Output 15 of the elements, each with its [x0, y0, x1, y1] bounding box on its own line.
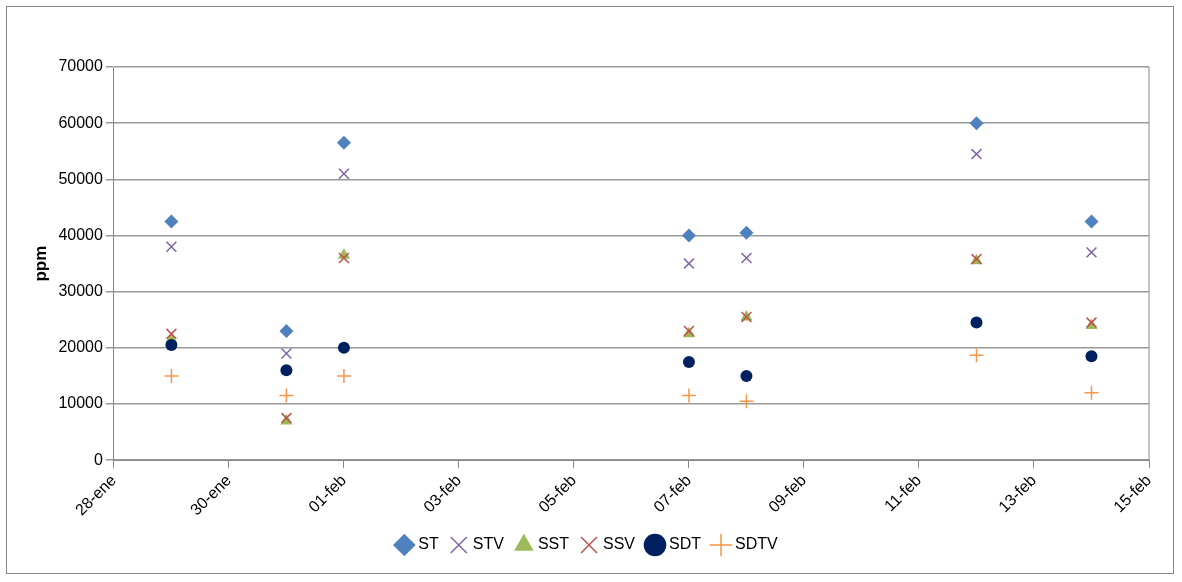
y-tick-label: 20000	[58, 338, 103, 356]
legend-label: SSV	[603, 535, 636, 553]
legend-label: SST	[537, 535, 570, 553]
legend-label: STV	[472, 535, 505, 553]
y-tick-label: 10000	[58, 394, 103, 412]
y-tick-label: 60000	[58, 113, 103, 131]
y-tick-label: 30000	[58, 282, 103, 300]
y-tick-label: 50000	[58, 169, 103, 187]
y-axis-title: ppm	[30, 245, 50, 282]
y-tick-label: 40000	[58, 225, 103, 243]
legend-label: SDTV	[735, 535, 779, 553]
legend-label: SDT	[669, 535, 702, 553]
y-tick-label: 0	[93, 450, 103, 468]
legend-label: ST	[418, 535, 439, 553]
y-tick-label: 70000	[58, 57, 103, 75]
